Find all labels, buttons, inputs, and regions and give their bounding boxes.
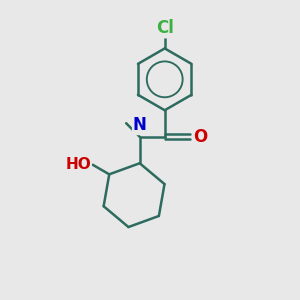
Text: HO: HO [65, 157, 91, 172]
Text: O: O [193, 128, 208, 146]
Text: N: N [133, 116, 147, 134]
Text: Cl: Cl [156, 19, 174, 37]
